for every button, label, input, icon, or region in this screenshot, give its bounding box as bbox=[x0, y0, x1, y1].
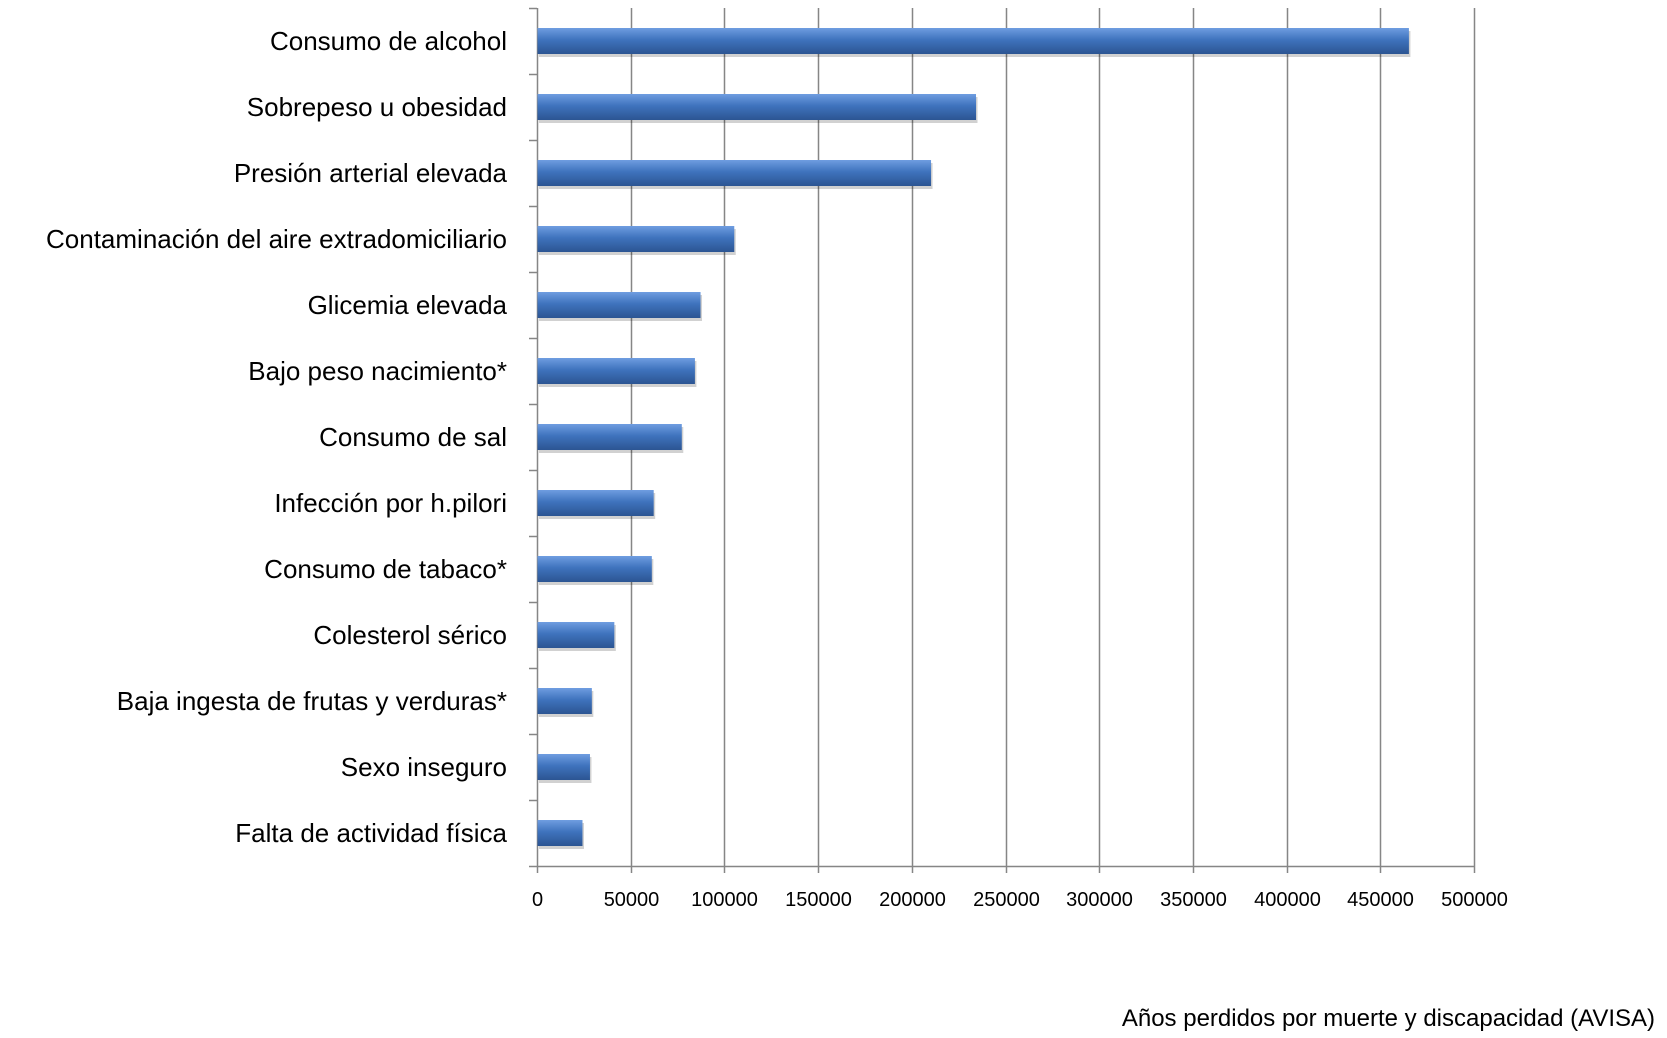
category-label: Infección por h.pilori bbox=[274, 488, 507, 518]
bar bbox=[537, 820, 583, 846]
category-label: Sobrepeso u obesidad bbox=[247, 92, 507, 122]
bar bbox=[537, 424, 682, 450]
bar bbox=[537, 94, 977, 120]
bar bbox=[537, 622, 615, 648]
category-label: Consumo de tabaco* bbox=[264, 554, 507, 584]
gridlines bbox=[536, 8, 1476, 873]
x-axis-title: Años perdidos por muerte y discapacidad … bbox=[1122, 1005, 1655, 1032]
x-tick-label: 150000 bbox=[785, 889, 852, 911]
bar bbox=[537, 28, 1409, 54]
bar bbox=[537, 556, 652, 582]
x-tick-label: 100000 bbox=[691, 889, 758, 911]
category-label: Baja ingesta de frutas y verduras* bbox=[117, 686, 507, 716]
bar bbox=[537, 292, 701, 318]
category-label: Contaminación del aire extradomiciliario bbox=[46, 224, 507, 254]
category-label: Colesterol sérico bbox=[313, 620, 507, 650]
bars bbox=[537, 28, 1411, 849]
category-label: Consumo de alcohol bbox=[270, 26, 507, 56]
category-label: Bajo peso nacimiento* bbox=[248, 356, 507, 386]
x-tick-label: 200000 bbox=[879, 889, 946, 911]
bar bbox=[537, 226, 735, 252]
x-tick-label: 350000 bbox=[1160, 889, 1227, 911]
bar bbox=[537, 688, 592, 714]
x-tick-labels: 0 50000 100000 150000 200000 250000 300000 3500… bbox=[532, 889, 1508, 911]
bar bbox=[537, 490, 654, 516]
x-tick-label: 0 bbox=[532, 889, 543, 911]
category-label: Glicemia elevada bbox=[308, 290, 508, 320]
category-label: Consumo de sal bbox=[319, 422, 507, 452]
x-tick-label: 400000 bbox=[1254, 889, 1321, 911]
x-tick-label: 300000 bbox=[1066, 889, 1133, 911]
bar bbox=[537, 754, 590, 780]
x-tick-label: 250000 bbox=[973, 889, 1040, 911]
bar bbox=[537, 358, 695, 384]
x-tick-label: 450000 bbox=[1347, 889, 1414, 911]
x-tick-label: 50000 bbox=[604, 889, 660, 911]
x-tick-label: 500000 bbox=[1441, 889, 1508, 911]
category-labels: Consumo de alcohol Sobrepeso u obesidad Pr… bbox=[46, 26, 508, 848]
category-label: Presión arterial elevada bbox=[234, 158, 508, 188]
bar bbox=[537, 160, 932, 186]
category-label: Falta de actividad física bbox=[235, 818, 507, 848]
category-label: Sexo inseguro bbox=[341, 752, 507, 782]
